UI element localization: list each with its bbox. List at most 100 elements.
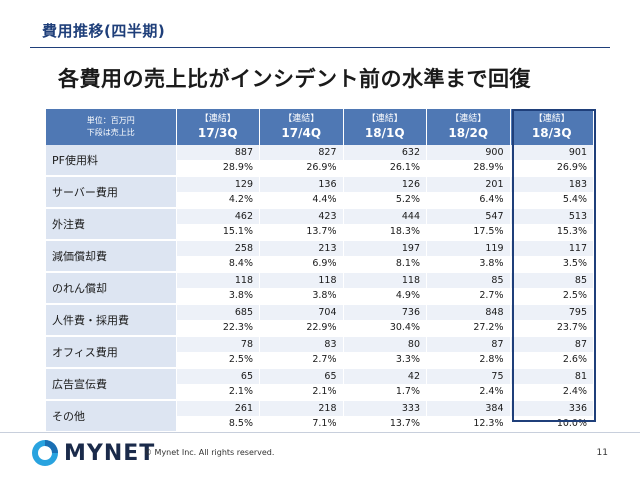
ratio-cell: 2.8% bbox=[426, 352, 511, 369]
amount-cell: 183 bbox=[510, 176, 594, 192]
ratio-cell: 10.0% bbox=[510, 416, 594, 433]
row-label: サーバー費用 bbox=[46, 176, 177, 209]
ratio-cell: 5.4% bbox=[510, 192, 594, 209]
ratio-cell: 15.3% bbox=[510, 224, 594, 241]
page-number: 11 bbox=[596, 448, 608, 458]
amount-cell: 87 bbox=[426, 336, 511, 352]
column-header-18-1q: 【連結】 18/1Q bbox=[343, 109, 427, 145]
amount-cell: 87 bbox=[510, 336, 594, 352]
amount-cell: 197 bbox=[343, 240, 427, 256]
amount-cell: 85 bbox=[426, 272, 511, 288]
ratio-cell: 6.9% bbox=[259, 256, 344, 273]
amount-cell: 258 bbox=[176, 240, 260, 256]
ratio-cell: 18.3% bbox=[343, 224, 427, 241]
column-consolidated-tag: 【連結】 bbox=[283, 114, 320, 124]
ratio-cell: 3.3% bbox=[343, 352, 427, 369]
amount-cell: 736 bbox=[343, 304, 427, 320]
column-period: 18/2Q bbox=[448, 126, 489, 140]
column-header-18-2q: 【連結】 18/2Q bbox=[426, 109, 511, 145]
column-consolidated-tag: 【連結】 bbox=[450, 114, 487, 124]
amount-cell: 118 bbox=[259, 272, 344, 288]
unit-header-cell: 単位：百万円 下段は売上比 bbox=[46, 109, 177, 145]
amount-cell: 78 bbox=[176, 336, 260, 352]
ratio-cell: 22.3% bbox=[176, 320, 260, 337]
ratio-cell: 8.4% bbox=[176, 256, 260, 273]
amount-cell: 119 bbox=[426, 240, 511, 256]
ratio-cell: 8.5% bbox=[176, 416, 260, 433]
amount-cell: 901 bbox=[510, 145, 594, 160]
ratio-cell: 3.8% bbox=[176, 288, 260, 305]
ratio-cell: 3.8% bbox=[426, 256, 511, 273]
table-row: 広告宣伝費 65 65 42 75 81 bbox=[46, 368, 594, 401]
table-row: サーバー費用 129 136 126 201 183 bbox=[46, 176, 594, 209]
ratio-cell: 3.5% bbox=[510, 256, 594, 273]
ratio-cell: 2.7% bbox=[259, 352, 344, 369]
ratio-cell: 4.9% bbox=[343, 288, 427, 305]
row-label: 外注費 bbox=[46, 208, 177, 241]
ratio-cell: 2.1% bbox=[176, 384, 260, 401]
amount-cell: 126 bbox=[343, 176, 427, 192]
table-row-ratio: 22.3% 22.9% 30.4% 27.2% 23.7% bbox=[46, 320, 594, 337]
column-header-18-3q: 【連結】 18/3Q bbox=[510, 109, 594, 145]
table-row: 減価償却費 258 213 197 119 117 bbox=[46, 240, 594, 273]
table-row: その他 261 218 333 384 336 bbox=[46, 400, 594, 433]
amount-cell: 136 bbox=[259, 176, 344, 192]
amount-cell: 218 bbox=[259, 400, 344, 416]
row-label: 減価償却費 bbox=[46, 240, 177, 273]
ratio-cell: 2.7% bbox=[426, 288, 511, 305]
column-header-17-4q: 【連結】 17/4Q bbox=[259, 109, 344, 145]
table-row-ratio: 15.1% 13.7% 18.3% 17.5% 15.3% bbox=[46, 224, 594, 241]
amount-cell: 129 bbox=[176, 176, 260, 192]
ratio-cell: 2.5% bbox=[176, 352, 260, 369]
amount-cell: 83 bbox=[259, 336, 344, 352]
amount-cell: 384 bbox=[426, 400, 511, 416]
ratio-note-label: 下段は売上比 bbox=[86, 128, 135, 137]
cost-table: 単位：百万円 下段は売上比 【連結】 17/3Q 【連結】 17/4Q 【連結】… bbox=[46, 109, 594, 433]
column-consolidated-tag: 【連結】 bbox=[366, 114, 403, 124]
table-row: 外注費 462 423 444 547 513 bbox=[46, 208, 594, 241]
table-row: のれん償却 118 118 118 85 85 bbox=[46, 272, 594, 305]
amount-cell: 75 bbox=[426, 368, 511, 384]
column-period: 18/1Q bbox=[364, 126, 405, 140]
row-label: 人件費・採用費 bbox=[46, 304, 177, 337]
amount-cell: 65 bbox=[176, 368, 260, 384]
amount-cell: 118 bbox=[343, 272, 427, 288]
row-label: 広告宣伝費 bbox=[46, 368, 177, 401]
amount-cell: 632 bbox=[343, 145, 427, 160]
ratio-cell: 2.4% bbox=[510, 384, 594, 401]
amount-cell: 65 bbox=[259, 368, 344, 384]
column-period: 17/3Q bbox=[197, 126, 238, 140]
amount-cell: 42 bbox=[343, 368, 427, 384]
amount-cell: 513 bbox=[510, 208, 594, 224]
ratio-cell: 7.1% bbox=[259, 416, 344, 433]
amount-cell: 80 bbox=[343, 336, 427, 352]
table-row-ratio: 8.5% 7.1% 13.7% 12.3% 10.0% bbox=[46, 416, 594, 433]
column-consolidated-tag: 【連結】 bbox=[199, 114, 236, 124]
amount-cell: 85 bbox=[510, 272, 594, 288]
ratio-cell: 22.9% bbox=[259, 320, 344, 337]
ratio-cell: 13.7% bbox=[343, 416, 427, 433]
ratio-cell: 23.7% bbox=[510, 320, 594, 337]
table-body: PF使用料 887 827 632 900 901 28.9% 26.9% 26.1% 28.9%… bbox=[46, 145, 594, 433]
amount-cell: 795 bbox=[510, 304, 594, 320]
amount-cell: 201 bbox=[426, 176, 511, 192]
ratio-cell: 2.1% bbox=[259, 384, 344, 401]
table-row-ratio: 3.8% 3.8% 4.9% 2.7% 2.5% bbox=[46, 288, 594, 305]
ratio-cell: 2.4% bbox=[426, 384, 511, 401]
table-row-ratio: 28.9% 26.9% 26.1% 28.9% 26.9% bbox=[46, 160, 594, 177]
ratio-cell: 17.5% bbox=[426, 224, 511, 241]
row-label: オフィス費用 bbox=[46, 336, 177, 369]
logo-wordmark: MYNET bbox=[64, 441, 156, 466]
row-label: その他 bbox=[46, 400, 177, 433]
table-row-ratio: 4.2% 4.4% 5.2% 6.4% 5.4% bbox=[46, 192, 594, 209]
ratio-cell: 30.4% bbox=[343, 320, 427, 337]
amount-cell: 547 bbox=[426, 208, 511, 224]
table-row-ratio: 8.4% 6.9% 8.1% 3.8% 3.5% bbox=[46, 256, 594, 273]
amount-cell: 333 bbox=[343, 400, 427, 416]
ratio-cell: 8.1% bbox=[343, 256, 427, 273]
amount-cell: 462 bbox=[176, 208, 260, 224]
ratio-cell: 12.3% bbox=[426, 416, 511, 433]
ratio-cell: 1.7% bbox=[343, 384, 427, 401]
amount-cell: 827 bbox=[259, 145, 344, 160]
table-row: オフィス費用 78 83 80 87 87 bbox=[46, 336, 594, 369]
